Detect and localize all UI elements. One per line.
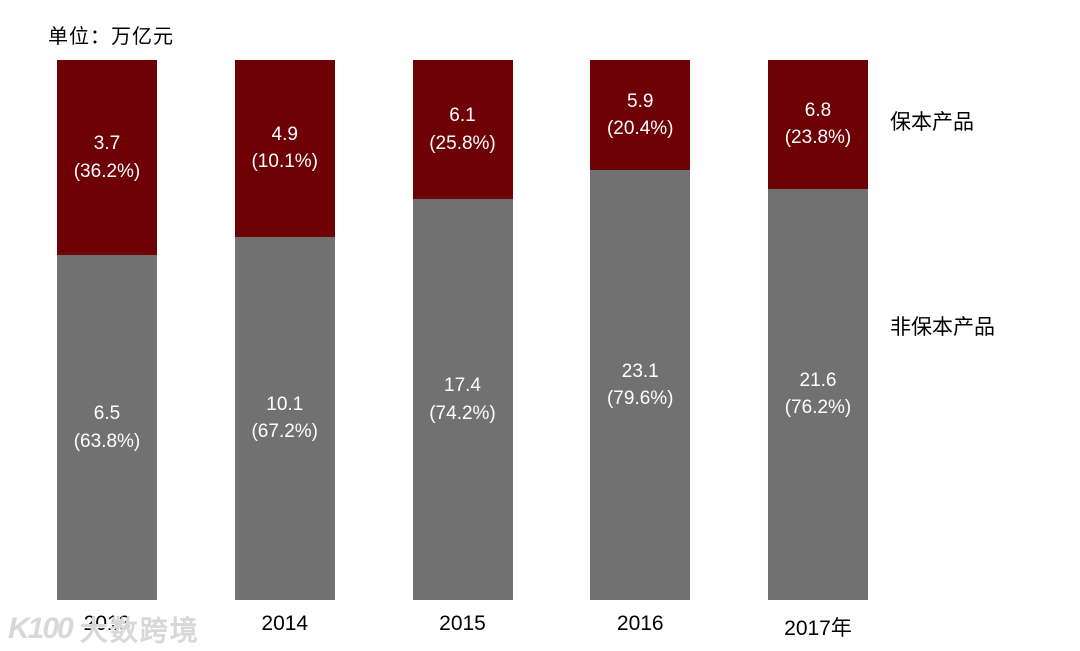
segment-value-label: 6.8 bbox=[804, 99, 832, 121]
bar-segment-guaranteed-2015: 6.1 (25.8%) bbox=[412, 60, 513, 200]
segment-value-label: 6.1 bbox=[449, 105, 476, 127]
stacked-bar-2016: 5.9 (20.4%) 23.1 (79.6%) bbox=[590, 60, 691, 600]
bar-segment-guaranteed-2016: 5.9 (20.4%) bbox=[590, 60, 691, 171]
watermark-text: 大数跨境 bbox=[79, 615, 200, 646]
bar-group-2016: 5.9 (20.4%) 23.1 (79.6%) 2016 bbox=[590, 60, 691, 642]
bar-segment-guaranteed-2013: 3.7 (36.2%) bbox=[57, 60, 157, 256]
x-axis-label-2013: 2013 bbox=[83, 612, 131, 635]
x-axis-label-2014: 2014 bbox=[261, 612, 309, 635]
segment-value-label: 17.4 bbox=[444, 375, 481, 397]
segment-value-label: 10.1 bbox=[266, 393, 304, 415]
unit-label: 单位：万亿元 bbox=[48, 26, 174, 48]
bar-segment-non-guaranteed-2014: 10.1 (67.2%) bbox=[234, 236, 335, 600]
watermark-logo-icon: K100 bbox=[8, 612, 74, 645]
x-axis-label-2015: 2015 bbox=[439, 612, 486, 635]
bar-group-2013: 3.7 (36.2%) 6.5 (63.8%) 2013 bbox=[57, 60, 157, 642]
stacked-bar-2017年: 6.8 (23.8%) 21.6 (76.2%) bbox=[768, 60, 868, 600]
stacked-bar-2014: 4.9 (10.1%) 10.1 (67.2%) bbox=[234, 60, 335, 600]
bar-segment-non-guaranteed-2015: 17.4 (74.2%) bbox=[412, 199, 513, 600]
segment-percent-label: (63.8%) bbox=[73, 430, 141, 452]
segment-value-label: 3.7 bbox=[93, 133, 121, 155]
segment-value-label: 4.9 bbox=[271, 123, 298, 145]
stacked-bar-2015: 6.1 (25.8%) 17.4 (74.2%) bbox=[412, 60, 513, 600]
segment-value-label: 5.9 bbox=[627, 90, 654, 112]
stacked-bar-2013: 3.7 (36.2%) 6.5 (63.8%) bbox=[57, 60, 157, 600]
segment-percent-label: (74.2%) bbox=[429, 402, 496, 424]
bar-group-2014: 4.9 (10.1%) 10.1 (67.2%) 2014 bbox=[234, 60, 335, 642]
x-axis-label-2016: 2016 bbox=[616, 612, 664, 635]
segment-percent-label: (67.2%) bbox=[251, 421, 319, 443]
segment-percent-label: (10.1%) bbox=[251, 151, 319, 173]
segment-value-label: 21.6 bbox=[799, 369, 837, 391]
legend-label-guaranteed: 保本产品 bbox=[890, 111, 974, 134]
bar-segment-non-guaranteed-2016: 23.1 (79.6%) bbox=[590, 170, 691, 600]
segment-value-label: 6.5 bbox=[93, 403, 121, 425]
x-axis-label-2017年: 2017年 bbox=[784, 617, 852, 640]
bar-group-2017年: 6.8 (23.8%) 21.6 (76.2%) 2017年 bbox=[768, 60, 868, 642]
segment-value-label: 23.1 bbox=[621, 360, 659, 382]
bar-segment-guaranteed-2014: 4.9 (10.1%) bbox=[234, 60, 335, 237]
bar-segment-guaranteed-2017年: 6.8 (23.8%) bbox=[768, 60, 868, 189]
segment-percent-label: (76.2%) bbox=[784, 397, 852, 419]
legend-label-non-guaranteed: 非保本产品 bbox=[890, 316, 995, 339]
bar-group-2015: 6.1 (25.8%) 17.4 (74.2%) 2015 bbox=[412, 60, 513, 642]
bar-segment-non-guaranteed-2013: 6.5 (63.8%) bbox=[57, 255, 157, 600]
segment-percent-label: (23.8%) bbox=[784, 127, 852, 149]
segment-percent-label: (25.8%) bbox=[429, 132, 496, 154]
segment-percent-label: (36.2%) bbox=[73, 160, 141, 182]
watermark: K100 大数跨境 bbox=[8, 609, 200, 649]
segment-percent-label: (20.4%) bbox=[606, 118, 674, 140]
bar-segment-non-guaranteed-2017年: 21.6 (76.2%) bbox=[768, 188, 868, 600]
plot-area: 3.7 (36.2%) 6.5 (63.8%) 2013 4.9 (10.1%) 10.1 (6… bbox=[57, 60, 868, 642]
segment-percent-label: (79.6%) bbox=[606, 388, 674, 410]
